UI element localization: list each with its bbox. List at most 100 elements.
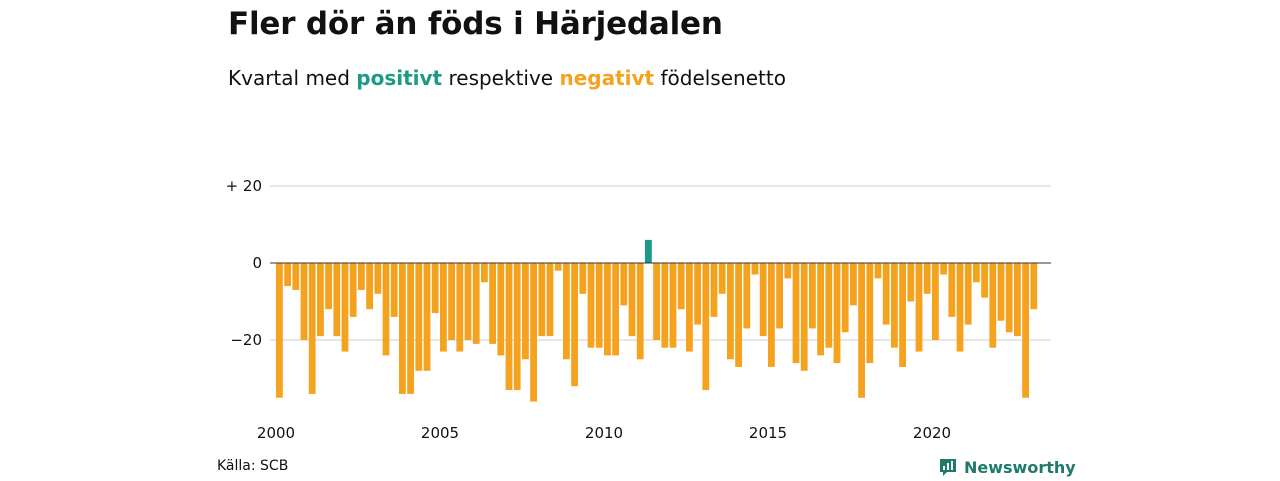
bar	[341, 263, 349, 352]
bar	[472, 263, 480, 344]
bar	[727, 263, 734, 360]
x-tick-label: 2015	[749, 424, 787, 442]
bar	[604, 263, 611, 356]
bar	[891, 263, 898, 348]
x-tick-label: 2020	[913, 424, 951, 442]
bar	[784, 263, 792, 279]
bar	[866, 263, 874, 364]
bar	[964, 263, 972, 325]
bar	[448, 263, 455, 340]
bar	[899, 263, 906, 367]
bar	[841, 263, 849, 333]
bar	[579, 263, 587, 294]
bar	[497, 263, 505, 356]
source-note: Källa: SCB	[217, 458, 289, 474]
bar	[923, 263, 931, 294]
bar	[981, 263, 988, 298]
bar	[407, 263, 414, 394]
bar	[349, 263, 357, 317]
bar	[735, 263, 742, 367]
y-tick-label: −20	[230, 331, 262, 349]
subtitle-positive-word: positivt	[356, 66, 443, 90]
bar	[423, 263, 431, 371]
bar	[489, 263, 496, 344]
subtitle-prefix: Kvartal med	[228, 66, 357, 90]
bar	[759, 263, 767, 337]
bar	[718, 263, 726, 294]
bar	[415, 263, 423, 371]
bar	[382, 263, 390, 356]
bar	[702, 263, 710, 391]
bar	[284, 263, 291, 287]
bar	[571, 263, 578, 387]
bar	[850, 263, 857, 306]
bar	[612, 263, 619, 356]
bar	[1022, 263, 1029, 398]
bar	[300, 263, 308, 340]
bar	[743, 263, 751, 329]
subtitle-negative-word: negativt	[559, 66, 655, 90]
bar	[440, 263, 447, 352]
bar	[989, 263, 997, 348]
x-tick-label: 2000	[257, 424, 295, 442]
subtitle-suffix: födelsenetto	[654, 66, 786, 90]
bar	[661, 263, 669, 348]
bar	[645, 239, 652, 263]
bar	[456, 263, 464, 352]
bar	[333, 263, 341, 337]
bar	[1014, 263, 1021, 337]
bar	[374, 263, 382, 294]
bar	[669, 263, 677, 348]
bar	[513, 263, 521, 391]
bar	[751, 263, 759, 275]
bar	[809, 263, 816, 329]
bar	[505, 263, 513, 391]
bar	[874, 263, 882, 279]
bar	[431, 263, 439, 314]
bar	[948, 263, 956, 317]
bar	[973, 263, 980, 283]
y-tick-label: 0	[252, 254, 262, 272]
bar	[554, 263, 562, 271]
chart-subtitle: Kvartal med positivt respektive negativt…	[228, 66, 786, 90]
bar	[653, 263, 660, 340]
bar	[292, 263, 300, 290]
bar	[358, 263, 365, 290]
bar	[1005, 263, 1013, 333]
bar	[694, 263, 701, 325]
bar	[776, 263, 783, 329]
bar	[366, 263, 373, 310]
bar	[538, 263, 546, 337]
bar	[956, 263, 964, 352]
subtitle-middle: respektive	[442, 66, 560, 90]
bar	[792, 263, 800, 364]
bar	[817, 263, 824, 356]
chart-title: Fler dör än föds i Härjedalen	[228, 6, 723, 42]
bar	[677, 263, 685, 310]
bar	[768, 263, 775, 367]
bar	[915, 263, 923, 352]
bar	[546, 263, 554, 337]
bar	[390, 263, 398, 317]
bar	[530, 263, 537, 402]
bar	[276, 263, 283, 398]
bar	[882, 263, 890, 325]
bar	[710, 263, 718, 317]
bar	[686, 263, 693, 352]
newsworthy-logo-icon	[938, 457, 958, 477]
bar	[308, 263, 316, 394]
bar	[317, 263, 324, 337]
brand-logo: Newsworthy	[938, 456, 1076, 478]
bar	[464, 263, 472, 340]
bar	[800, 263, 808, 371]
bar	[858, 263, 865, 398]
bar	[907, 263, 915, 302]
bar	[481, 263, 488, 283]
bar	[399, 263, 406, 394]
bar	[620, 263, 628, 306]
bar	[563, 263, 570, 360]
bar	[932, 263, 939, 340]
x-tick-label: 2010	[585, 424, 623, 442]
bar	[628, 263, 636, 337]
